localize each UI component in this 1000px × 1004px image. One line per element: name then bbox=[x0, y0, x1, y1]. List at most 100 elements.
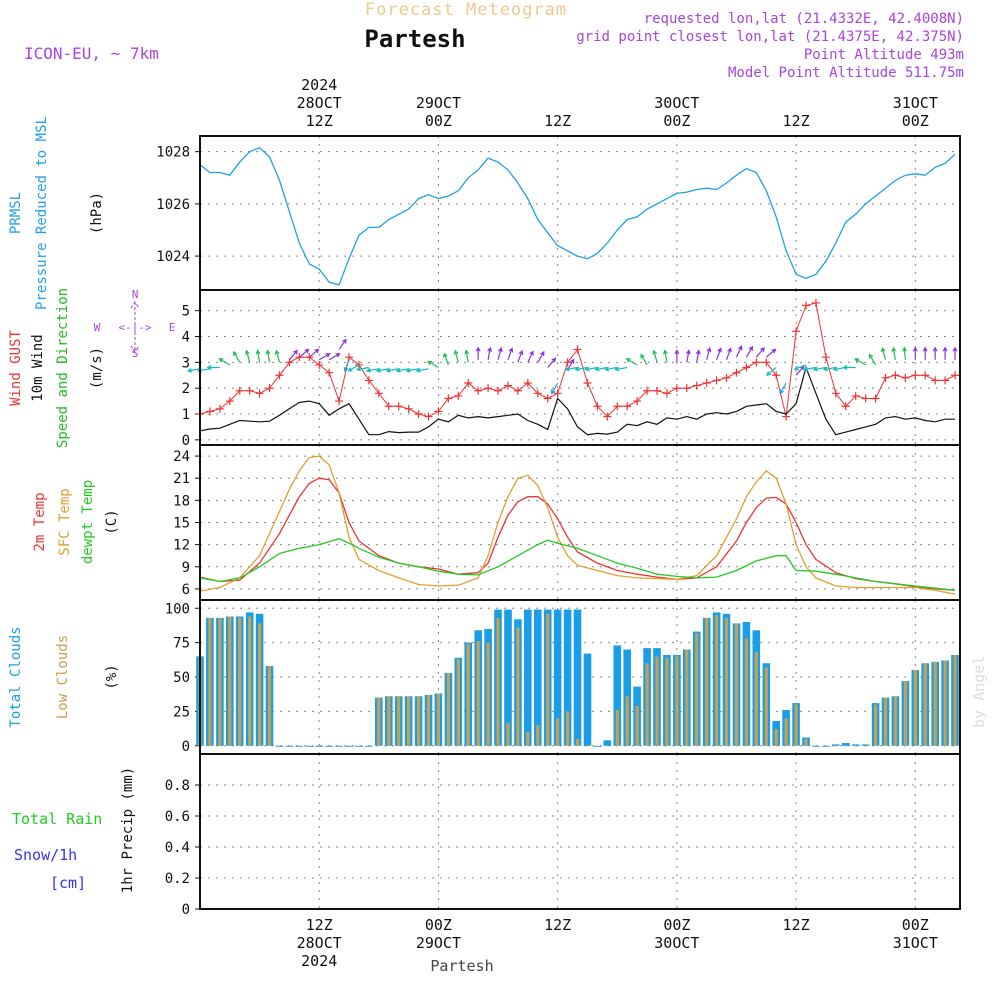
wind-direction-arrow bbox=[487, 346, 493, 360]
gust-marker bbox=[315, 360, 324, 369]
bottom-time-label: 30OCT bbox=[654, 934, 699, 952]
low-cloud-bar bbox=[218, 617, 222, 746]
y-tick-label: 1028 bbox=[156, 145, 190, 161]
low-cloud-bar bbox=[854, 745, 858, 747]
wind-direction-arrow bbox=[347, 364, 360, 372]
compass-n: N bbox=[132, 288, 139, 301]
bottom-time-label: 12Z bbox=[306, 916, 333, 934]
gust-marker bbox=[821, 353, 830, 362]
low-cloud-bar bbox=[685, 649, 689, 746]
low-cloud-bar bbox=[436, 693, 440, 746]
footer-place: Partesh bbox=[430, 957, 493, 975]
low-cloud-bar bbox=[615, 710, 619, 746]
bottom-time-label: 29OCT bbox=[416, 934, 461, 952]
low-cloud-bar bbox=[605, 745, 609, 747]
wind-speed-line bbox=[199, 365, 955, 436]
wind-direction-arrow bbox=[497, 346, 503, 360]
gust-marker bbox=[225, 397, 234, 406]
compass-vertical-arrow bbox=[130, 301, 140, 353]
low-cloud-bar bbox=[486, 642, 490, 746]
low-cloud-bar bbox=[258, 623, 262, 746]
legend-snow-unit: [cm] bbox=[50, 874, 86, 892]
y-tick-label: 3 bbox=[182, 355, 190, 371]
gust-marker bbox=[543, 394, 552, 403]
wind-direction-arrow bbox=[755, 347, 765, 358]
wind-direction-arrow bbox=[288, 349, 298, 361]
gust-marker bbox=[205, 407, 214, 416]
gust-marker bbox=[464, 379, 473, 387]
low-cloud-bar bbox=[754, 652, 758, 746]
y-axis-label: Total Clouds bbox=[8, 626, 24, 727]
low-cloud-bar bbox=[844, 745, 848, 747]
gust-marker bbox=[364, 376, 373, 385]
y-tick-label: 2 bbox=[182, 381, 190, 397]
gust-marker bbox=[662, 389, 671, 398]
gust-marker bbox=[633, 397, 642, 406]
low-cloud-bar bbox=[824, 745, 828, 747]
wind-direction-arrow bbox=[842, 365, 856, 370]
gust-marker bbox=[841, 402, 850, 411]
temp-2m-line bbox=[199, 477, 956, 592]
wind-direction-arrow bbox=[902, 346, 908, 360]
gust-marker bbox=[652, 386, 661, 395]
dewpt-line bbox=[199, 538, 956, 592]
wind-direction-arrow bbox=[564, 366, 578, 372]
low-cloud-bar bbox=[874, 704, 878, 746]
low-cloud-bar bbox=[893, 696, 897, 746]
wind-direction-arrow bbox=[854, 358, 866, 366]
panel-frame-4 bbox=[199, 753, 961, 910]
gust-marker bbox=[513, 386, 522, 395]
wind-direction-arrow bbox=[355, 366, 369, 372]
low-cloud-bar bbox=[774, 729, 778, 746]
y-axis-label: dewpt Temp bbox=[80, 480, 96, 564]
main-title: Forecast Meteogram bbox=[365, 0, 567, 20]
gust-marker bbox=[414, 410, 423, 418]
low-cloud-bar bbox=[337, 745, 341, 747]
low-cloud-bar bbox=[575, 738, 580, 746]
low-cloud-bar bbox=[883, 697, 888, 746]
wind-direction-arrow bbox=[443, 352, 449, 366]
low-cloud-bar bbox=[665, 657, 669, 746]
low-cloud-bar bbox=[426, 694, 431, 746]
low-cloud-bar bbox=[297, 745, 301, 747]
total-cloud-bar bbox=[613, 645, 622, 746]
wind-direction-arrow bbox=[507, 347, 514, 360]
y-axis-label: Pressure Reduced to MSL bbox=[34, 116, 50, 310]
gust-marker bbox=[831, 389, 840, 398]
wind-direction-arrow bbox=[567, 358, 575, 371]
wind-direction-arrow bbox=[706, 346, 712, 360]
gust-marker bbox=[444, 394, 453, 403]
low-cloud-bar bbox=[943, 660, 947, 746]
gust-marker bbox=[613, 402, 622, 411]
top-time-label: 2024 bbox=[301, 76, 337, 94]
gust-marker bbox=[573, 345, 582, 354]
low-cloud-bar bbox=[417, 696, 421, 746]
y-tick-label: 1 bbox=[182, 407, 190, 423]
low-cloud-bar bbox=[715, 615, 719, 746]
total-cloud-bar bbox=[524, 609, 532, 746]
place-title: Partesh bbox=[364, 25, 465, 53]
model-altitude: Model Point Altitude 511.75m bbox=[728, 65, 964, 81]
low-cloud-bar bbox=[277, 745, 282, 747]
wind-direction-arrow bbox=[475, 346, 481, 360]
low-cloud-bar bbox=[675, 656, 679, 746]
wind-direction-arrow bbox=[652, 349, 658, 363]
gust-marker bbox=[325, 368, 334, 377]
wind-direction-arrow bbox=[793, 364, 807, 371]
gust-marker bbox=[732, 368, 741, 377]
y-tick-label: 0.4 bbox=[165, 840, 190, 856]
y-tick-label: 1026 bbox=[156, 197, 190, 213]
gust-marker bbox=[742, 363, 751, 372]
bottom-time-label: 12Z bbox=[544, 916, 571, 934]
low-cloud-bar bbox=[327, 745, 331, 747]
gust-marker bbox=[593, 402, 602, 411]
wind-direction-arrow bbox=[604, 366, 618, 372]
wind-direction-arrow bbox=[725, 347, 732, 360]
top-time-label: 28OCT bbox=[297, 94, 342, 112]
gust-marker bbox=[275, 371, 284, 380]
gust-marker bbox=[474, 386, 483, 395]
low-cloud-bar bbox=[764, 667, 768, 746]
gust-marker bbox=[811, 298, 820, 307]
y-tick-label: 12 bbox=[173, 538, 190, 554]
